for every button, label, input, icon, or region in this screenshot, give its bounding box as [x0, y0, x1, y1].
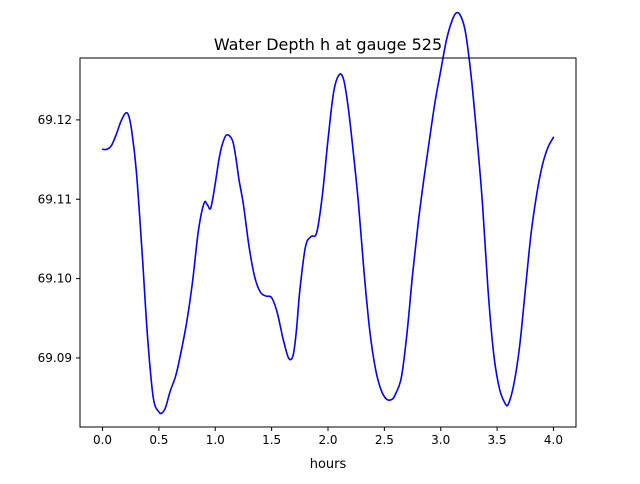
chart-title: Water Depth h at gauge 525 [214, 35, 442, 54]
x-tick-label: 0.5 [149, 433, 168, 447]
axes: 0.0 0.5 1.0 1.5 2.0 2.5 3.0 3.5 4.0 69.09 69.10 69.… [38, 57, 577, 447]
x-tick-label: 0.0 [93, 433, 112, 447]
x-tick-label: 3.0 [431, 433, 450, 447]
y-tick-label: 69.09 [38, 351, 72, 365]
y-tick-label: 69.12 [38, 113, 72, 127]
x-tick-label: 2.0 [318, 433, 337, 447]
x-tick-label: 1.5 [262, 433, 281, 447]
data-series-line-0 [101, 11, 555, 415]
x-tick-label: 3.5 [488, 433, 507, 447]
y-tick-label: 69.10 [38, 272, 72, 286]
y-tick-label: 69.11 [38, 192, 72, 206]
x-tick-label: 4.0 [544, 433, 563, 447]
x-tick-label: 2.5 [375, 433, 394, 447]
plot-area [101, 11, 555, 415]
x-tick-label: 1.0 [206, 433, 225, 447]
x-axis-label: hours [310, 457, 347, 472]
